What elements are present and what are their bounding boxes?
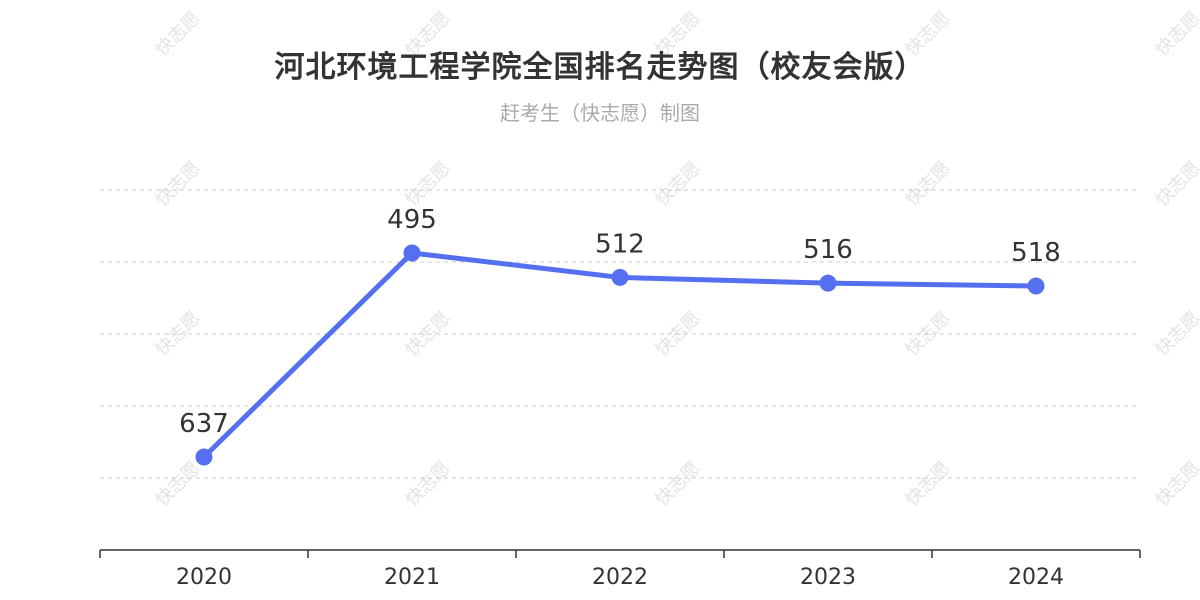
x-tick-label: 2024 bbox=[1008, 565, 1064, 590]
x-tick-label: 2023 bbox=[800, 565, 856, 590]
chart-subtitle: 赶考生（快志愿）制图 bbox=[500, 101, 700, 125]
x-tick-label: 2020 bbox=[176, 565, 232, 590]
x-tick-label: 2022 bbox=[592, 565, 648, 590]
data-point bbox=[1027, 277, 1045, 295]
data-point bbox=[195, 448, 213, 466]
data-point bbox=[403, 244, 421, 262]
data-label: 637 bbox=[179, 409, 229, 439]
data-point bbox=[611, 268, 629, 286]
data-label: 512 bbox=[595, 229, 645, 259]
data-label: 516 bbox=[803, 235, 853, 265]
x-tick-label: 2021 bbox=[384, 565, 440, 590]
data-point bbox=[819, 274, 837, 292]
data-label: 518 bbox=[1011, 238, 1061, 268]
chart-title: 河北环境工程学院全国排名走势图（校友会版） bbox=[274, 50, 926, 85]
data-label: 495 bbox=[387, 205, 437, 235]
